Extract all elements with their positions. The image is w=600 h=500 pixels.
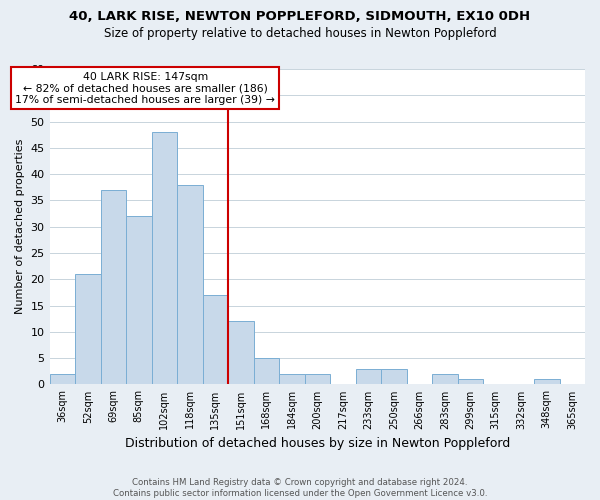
Bar <box>305 374 330 384</box>
Text: Size of property relative to detached houses in Newton Poppleford: Size of property relative to detached ho… <box>104 28 496 40</box>
Bar <box>432 374 458 384</box>
Text: 40, LARK RISE, NEWTON POPPLEFORD, SIDMOUTH, EX10 0DH: 40, LARK RISE, NEWTON POPPLEFORD, SIDMOU… <box>70 10 530 23</box>
Bar <box>381 368 407 384</box>
Bar <box>534 379 560 384</box>
Bar <box>152 132 177 384</box>
X-axis label: Distribution of detached houses by size in Newton Poppleford: Distribution of detached houses by size … <box>125 437 510 450</box>
Bar <box>50 374 75 384</box>
Bar <box>203 295 228 384</box>
Text: Contains HM Land Registry data © Crown copyright and database right 2024.
Contai: Contains HM Land Registry data © Crown c… <box>113 478 487 498</box>
Bar <box>101 190 126 384</box>
Bar <box>254 358 279 384</box>
Bar <box>458 379 483 384</box>
Bar <box>228 322 254 384</box>
Bar <box>75 274 101 384</box>
Bar <box>177 184 203 384</box>
Y-axis label: Number of detached properties: Number of detached properties <box>15 139 25 314</box>
Bar <box>279 374 305 384</box>
Text: 40 LARK RISE: 147sqm
← 82% of detached houses are smaller (186)
17% of semi-deta: 40 LARK RISE: 147sqm ← 82% of detached h… <box>15 72 275 105</box>
Bar <box>126 216 152 384</box>
Bar <box>356 368 381 384</box>
